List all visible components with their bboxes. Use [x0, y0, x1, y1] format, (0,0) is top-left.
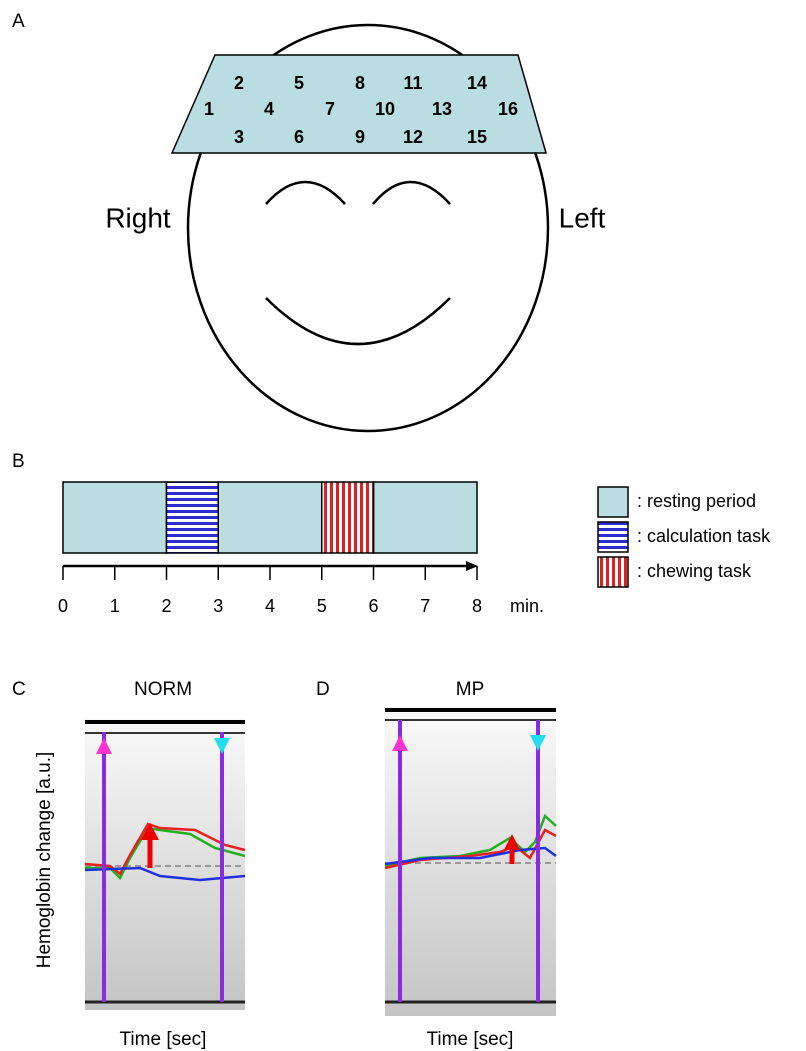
period: [62, 481, 168, 554]
panel-label: A: [12, 11, 25, 32]
legend-swatch: [597, 486, 629, 518]
arrowhead: [466, 561, 478, 571]
tick-label: 5: [317, 596, 327, 616]
eye: [372, 180, 451, 205]
legend-swatch: [597, 521, 629, 553]
channel-label: 16: [498, 99, 518, 119]
panel-title: MP: [456, 679, 485, 700]
head: [170, 23, 550, 433]
x-label: Time [sec]: [427, 1029, 514, 1050]
period: [165, 481, 219, 554]
tick-label: 6: [368, 596, 378, 616]
channel-label: 11: [403, 73, 422, 93]
side-label: Left: [559, 202, 606, 233]
channel-label: 10: [375, 99, 395, 119]
period: [321, 481, 375, 554]
probe: [170, 54, 547, 154]
channel-label: 1: [204, 99, 214, 119]
unit-label: min.: [510, 596, 544, 616]
channel-label: 3: [234, 127, 244, 147]
legend-label: : calculation task: [637, 526, 771, 546]
channel-label: 2: [234, 73, 244, 93]
channel-label: 9: [355, 127, 365, 147]
tick-label: 0: [58, 596, 68, 616]
panel-label: B: [12, 451, 25, 472]
tick-label: 4: [265, 596, 275, 616]
channel-label: 15: [467, 127, 487, 147]
trace-panel: [84, 718, 246, 1010]
legend-label: : chewing task: [637, 561, 752, 581]
channel-label: 6: [294, 127, 304, 147]
channel-label: 8: [355, 73, 365, 93]
tick-label: 2: [161, 596, 171, 616]
channel-label: 13: [432, 99, 452, 119]
trace-panel: [384, 706, 557, 1016]
mouth: [265, 297, 451, 346]
side-label: Right: [105, 202, 171, 233]
period: [217, 481, 323, 554]
channel-label: 14: [467, 73, 487, 93]
channel-label: 4: [264, 99, 274, 119]
legend-label: : resting period: [637, 491, 756, 511]
tick-label: 3: [213, 596, 223, 616]
period: [372, 481, 478, 554]
channel-label: 5: [294, 73, 304, 93]
tick-label: 7: [420, 596, 430, 616]
plot-bg: [85, 718, 245, 1010]
channel-label: 12: [403, 127, 423, 147]
eye: [265, 180, 346, 205]
panel-title: NORM: [134, 679, 192, 700]
legend-swatch: [597, 556, 629, 588]
x-label: Time [sec]: [120, 1029, 207, 1050]
tick-label: 1: [110, 596, 120, 616]
channel-label: 7: [325, 99, 335, 119]
y-label: Hemoglobin change [a.u.]: [34, 752, 55, 969]
panel-label: C: [12, 679, 26, 700]
panel-label: D: [316, 679, 330, 700]
tick-label: 8: [472, 596, 482, 616]
